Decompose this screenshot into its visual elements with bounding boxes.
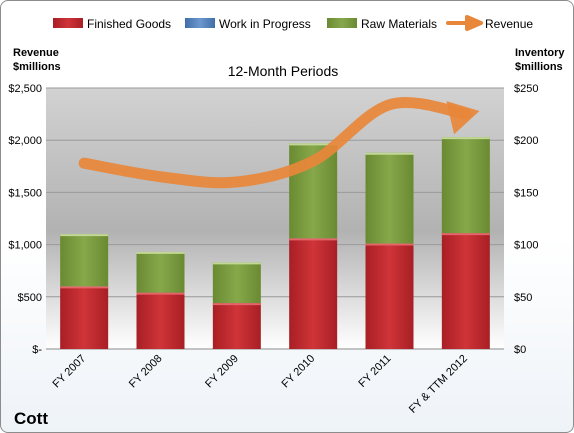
bar-raw-materials xyxy=(212,262,261,304)
bar-finished-goods xyxy=(289,238,338,349)
right-tick-label: $150 xyxy=(514,187,538,199)
legend-label-revenue: Revenue xyxy=(485,17,533,31)
bar-raw-materials xyxy=(136,251,185,293)
plot-area xyxy=(46,88,504,349)
left-tick-label: $2,000 xyxy=(8,135,42,147)
legend-label-finished-goods: Finished Goods xyxy=(87,17,171,31)
left-tick-label: $2,500 xyxy=(8,83,42,95)
bar-series xyxy=(60,137,490,349)
legend-swatch-work-in-progress xyxy=(185,18,215,28)
bar-finished-goods xyxy=(60,286,109,349)
chart-title: 12-Month Periods xyxy=(228,63,339,79)
category-label: FY 2007 xyxy=(51,353,89,391)
gridlines xyxy=(46,87,504,350)
left-axis-title-line1: Revenue xyxy=(13,47,59,59)
revenue-line-layer xyxy=(78,97,480,189)
legend: Finished Goods Work in Progress Raw Mate… xyxy=(53,15,533,31)
legend-label-work-in-progress: Work in Progress xyxy=(219,17,311,31)
bar-finished-goods xyxy=(212,303,261,349)
left-tick-label: $500 xyxy=(18,292,42,304)
bar-finished-goods xyxy=(136,292,185,349)
legend-label-raw-materials: Raw Materials xyxy=(361,17,437,31)
legend-swatch-raw-materials xyxy=(327,18,357,28)
revenue-line xyxy=(78,97,472,189)
left-tick-label: $- xyxy=(32,344,42,356)
company-name: Cott xyxy=(14,409,48,428)
right-tick-label: $100 xyxy=(514,240,538,252)
category-label: FY 2008 xyxy=(127,353,165,391)
right-tick-label: $250 xyxy=(514,83,538,95)
legend-swatch-finished-goods xyxy=(53,18,83,28)
bar-raw-materials xyxy=(441,137,490,234)
left-axis-title-line2: $millions xyxy=(13,61,61,73)
category-label: FY & TTM 2012 xyxy=(407,353,470,416)
left-tick-label: $1,000 xyxy=(8,240,42,252)
bar-raw-materials xyxy=(60,234,109,287)
legend-swatch-revenue-arrow xyxy=(446,15,483,31)
category-label: FY 2011 xyxy=(356,353,393,390)
bar-finished-goods xyxy=(365,243,414,349)
right-axis-title-line2: $millions xyxy=(515,61,563,73)
right-tick-label: $0 xyxy=(514,344,526,356)
right-tick-label: $50 xyxy=(514,292,532,304)
category-label: FY 2010 xyxy=(280,353,318,391)
bar-raw-materials xyxy=(365,152,414,244)
right-tick-label: $200 xyxy=(514,135,538,147)
bar-finished-goods xyxy=(441,233,490,349)
revenue-arrowhead xyxy=(446,101,480,135)
left-tick-label: $1,500 xyxy=(8,187,42,199)
category-label: FY 2009 xyxy=(203,353,241,391)
right-axis-title-line1: Inventory xyxy=(515,47,565,59)
